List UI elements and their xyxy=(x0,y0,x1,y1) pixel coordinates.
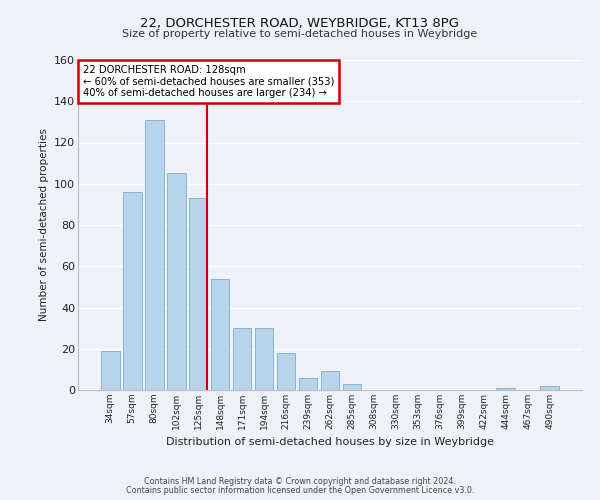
Bar xyxy=(299,378,317,390)
Bar xyxy=(189,198,208,390)
Text: Size of property relative to semi-detached houses in Weybridge: Size of property relative to semi-detach… xyxy=(122,29,478,39)
Bar xyxy=(167,174,185,390)
Bar xyxy=(343,384,361,390)
Bar xyxy=(255,328,274,390)
Text: 22, DORCHESTER ROAD, WEYBRIDGE, KT13 8PG: 22, DORCHESTER ROAD, WEYBRIDGE, KT13 8PG xyxy=(140,18,460,30)
Text: Contains public sector information licensed under the Open Government Licence v3: Contains public sector information licen… xyxy=(126,486,474,495)
Bar xyxy=(211,278,229,390)
Text: 22 DORCHESTER ROAD: 128sqm
← 60% of semi-detached houses are smaller (353)
40% o: 22 DORCHESTER ROAD: 128sqm ← 60% of semi… xyxy=(83,65,334,98)
X-axis label: Distribution of semi-detached houses by size in Weybridge: Distribution of semi-detached houses by … xyxy=(166,438,494,448)
Bar xyxy=(123,192,142,390)
Bar xyxy=(101,351,119,390)
Bar xyxy=(541,386,559,390)
Bar xyxy=(145,120,164,390)
Text: Contains HM Land Registry data © Crown copyright and database right 2024.: Contains HM Land Registry data © Crown c… xyxy=(144,477,456,486)
Bar xyxy=(320,372,340,390)
Y-axis label: Number of semi-detached properties: Number of semi-detached properties xyxy=(38,128,49,322)
Bar xyxy=(496,388,515,390)
Bar xyxy=(233,328,251,390)
Bar xyxy=(277,353,295,390)
